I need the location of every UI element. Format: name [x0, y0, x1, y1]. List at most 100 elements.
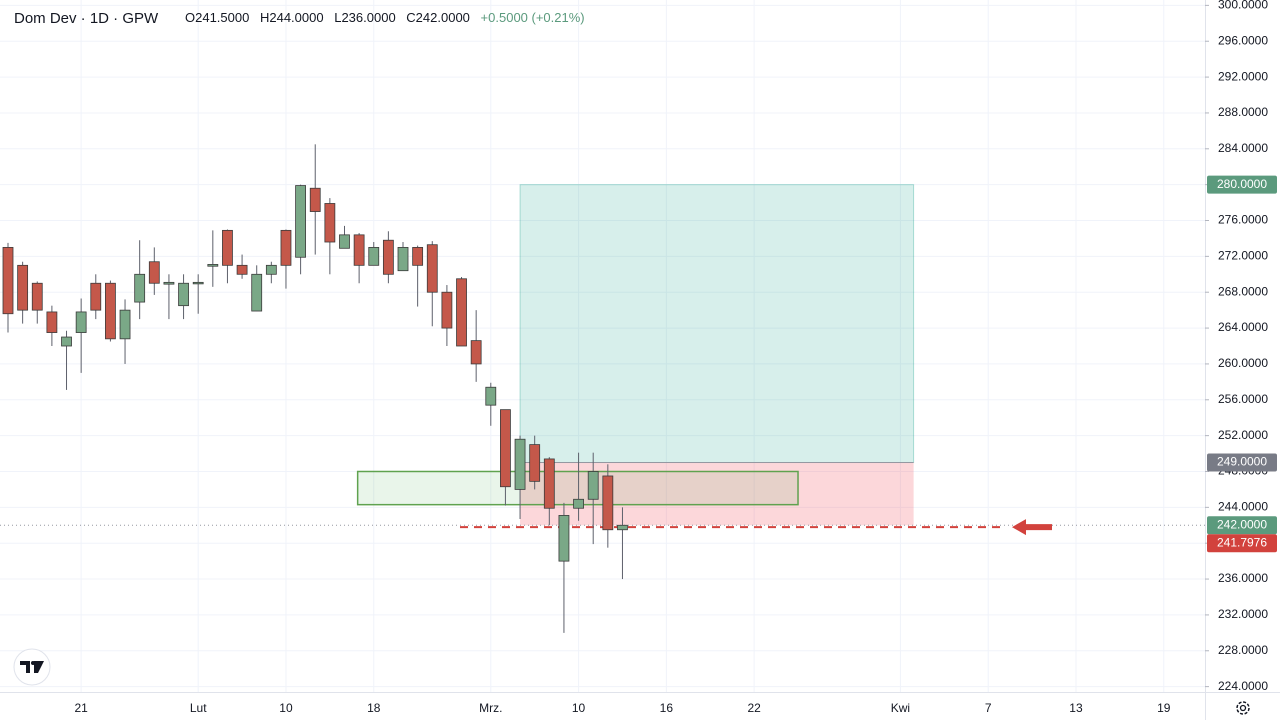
candle-body	[251, 273, 263, 312]
logo-circle[interactable]	[13, 648, 51, 686]
candle-body	[339, 234, 350, 249]
candle-body	[75, 311, 87, 333]
open-value: O241.5000	[185, 10, 249, 25]
candle-body	[280, 229, 292, 266]
candle-body	[236, 264, 248, 275]
price-label: 249.0000	[1217, 455, 1267, 469]
candle-body	[412, 246, 424, 266]
y-tick-label: 284.0000	[1218, 141, 1268, 155]
candle-body	[441, 291, 453, 329]
candle-body	[397, 246, 409, 272]
candle-body	[382, 239, 394, 275]
candle-body	[265, 264, 277, 275]
x-tick-label: Mrz.	[479, 701, 502, 715]
x-tick-label: Kwi	[891, 701, 910, 715]
candle-body	[61, 336, 72, 347]
target-zone	[519, 184, 915, 464]
candle-body	[46, 311, 58, 333]
y-tick-label: 276.0000	[1218, 213, 1268, 227]
candle-body	[309, 187, 321, 212]
candle-body	[192, 281, 204, 285]
candle-body	[324, 203, 336, 243]
candle-body	[368, 246, 380, 266]
candle-body	[514, 438, 526, 490]
gear-outer[interactable]	[1236, 701, 1250, 715]
price-label-box	[1207, 516, 1277, 535]
candle-body	[558, 515, 570, 562]
y-tick-label: 244.0000	[1218, 500, 1268, 514]
candle-body	[500, 409, 511, 488]
overlays	[0, 184, 1205, 536]
logo-dot[interactable]	[31, 661, 35, 665]
y-tick-label: 288.0000	[1218, 105, 1268, 119]
candle-body	[134, 273, 146, 303]
gear-inner[interactable]	[1239, 704, 1247, 712]
x-tick-label: 18	[367, 701, 381, 715]
settings-icon[interactable]	[1236, 701, 1250, 715]
price-label: 242.0000	[1217, 517, 1267, 531]
candle-body	[119, 309, 131, 340]
y-tick-label: 256.0000	[1218, 392, 1268, 406]
arrow	[1012, 519, 1052, 536]
x-tick-label: 16	[660, 701, 674, 715]
candle-body	[222, 229, 233, 266]
candle-body	[617, 524, 628, 531]
candle-body	[178, 282, 189, 307]
y-tick-label: 296.0000	[1218, 33, 1268, 47]
candle-body	[485, 386, 497, 406]
candle-body	[529, 444, 541, 482]
x-tick-label: 7	[985, 701, 992, 715]
price-label-box	[1207, 534, 1277, 553]
y-tick-label: 300.0000	[1218, 0, 1268, 12]
x-tick-label: 19	[1157, 701, 1171, 715]
y-tick-label: 252.0000	[1218, 428, 1268, 442]
candle-body	[2, 246, 14, 315]
candle-body	[148, 261, 160, 284]
candle-body	[295, 185, 307, 258]
candle-body	[17, 264, 29, 311]
price-label: 241.7976	[1217, 535, 1267, 549]
candle-body	[353, 234, 365, 266]
price-label: 280.0000	[1217, 177, 1267, 191]
candle-body	[207, 264, 219, 267]
candle-body	[470, 340, 482, 365]
y-tick-label: 232.0000	[1218, 607, 1268, 621]
x-tick-label: 10	[572, 701, 586, 715]
y-tick-label: 264.0000	[1218, 320, 1268, 334]
candle-body	[31, 282, 43, 311]
x-tick-label: Lut	[190, 701, 207, 715]
candle-body	[90, 282, 102, 311]
y-tick-label: 272.0000	[1218, 249, 1268, 263]
candle-body	[456, 278, 467, 347]
candle-body	[587, 471, 599, 500]
candle-body	[426, 244, 438, 293]
logo-mark[interactable]	[20, 661, 44, 673]
y-tick-label: 224.0000	[1218, 679, 1268, 693]
y-tick-label: 260.0000	[1218, 356, 1268, 370]
logo[interactable]	[13, 648, 51, 686]
candles	[2, 144, 628, 633]
change-value: +0.5000 (+0.21%)	[481, 10, 585, 25]
candle-body	[163, 281, 175, 285]
ohlc-header: O241.5000 H244.0000 L236.0000 C242.0000 …	[185, 10, 585, 25]
low-value: L236.0000	[334, 10, 395, 25]
x-tick-label: 13	[1069, 701, 1083, 715]
candle-body	[573, 498, 584, 509]
close-value: C242.0000	[406, 10, 470, 25]
candle-body	[602, 475, 614, 531]
x-tick-label: 10	[279, 701, 293, 715]
high-value: H244.0000	[260, 10, 324, 25]
stop-zone	[520, 462, 914, 526]
x-tick-label: 22	[747, 701, 761, 715]
candle-body	[543, 458, 555, 509]
chart-title: Dom Dev · 1D · GPW	[14, 10, 159, 27]
y-tick-label: 292.0000	[1218, 69, 1268, 83]
price-label-box	[1207, 175, 1277, 194]
y-tick-label: 228.0000	[1218, 643, 1268, 657]
y-tick-label: 236.0000	[1218, 571, 1268, 585]
x-tick-label: 21	[74, 701, 88, 715]
candle-body	[105, 282, 116, 340]
